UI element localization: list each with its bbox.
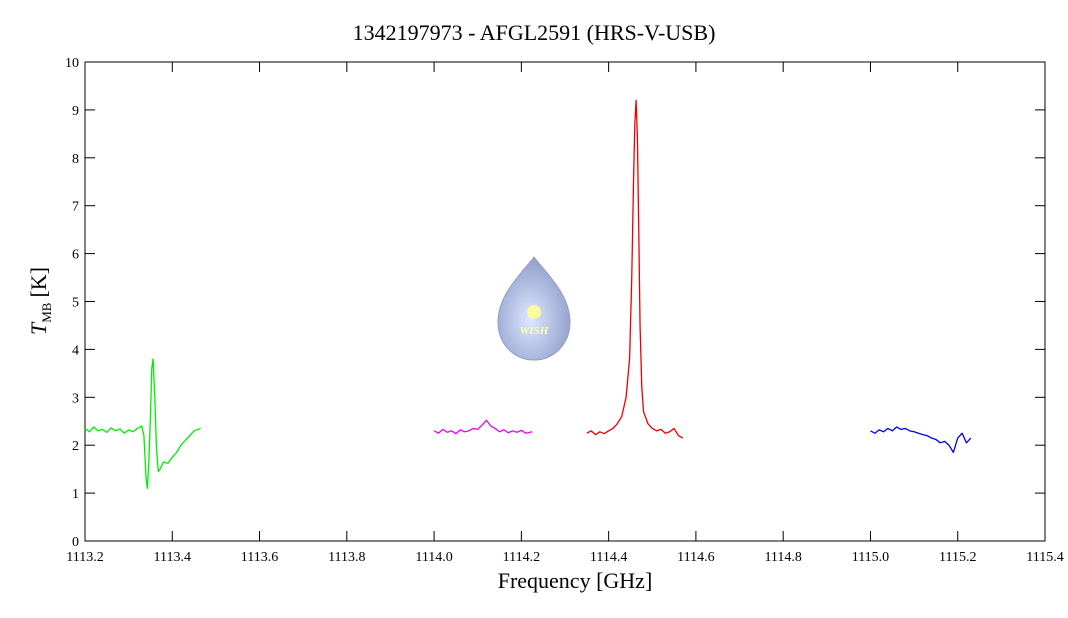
y-tick-label: 8: [72, 152, 79, 167]
y-axis-label-symbol: T: [26, 321, 51, 335]
y-tick-label: 6: [72, 248, 79, 263]
y-tick-label: 9: [72, 104, 79, 119]
x-tick-label: 1113.4: [154, 550, 191, 565]
x-axis-label: Frequency [GHz]: [498, 568, 653, 593]
y-tick-label: 10: [65, 56, 79, 71]
y-axis-label-subscript: MB: [39, 302, 54, 323]
x-tick-label: 1114.2: [503, 550, 540, 565]
y-tick-label: 1: [72, 487, 79, 502]
x-tick-label: 1113.6: [241, 550, 278, 565]
y-tick-label: 2: [72, 439, 79, 454]
y-tick-label: 5: [72, 296, 79, 311]
y-tick-label: 0: [72, 535, 79, 550]
series-line: [870, 426, 972, 454]
chart-title: 1342197973 - AFGL2591 (HRS-V-USB): [353, 20, 716, 45]
x-tick-label: 1113.2: [66, 550, 103, 565]
x-tick-label: 1114.6: [677, 550, 714, 565]
x-tick-label: 1115.2: [939, 550, 976, 565]
series-line: [433, 419, 533, 435]
x-tick-label: 1114.8: [764, 550, 801, 565]
y-axis-label: TMB [K]: [26, 267, 54, 335]
y-tick-label: 7: [72, 200, 79, 215]
x-tick-label: 1115.4: [1026, 550, 1063, 565]
y-axis-label-unit: [K]: [26, 267, 51, 298]
x-tick-label: 1115.0: [852, 550, 889, 565]
series-line: [586, 99, 684, 439]
x-tick-label: 1114.4: [590, 550, 627, 565]
y-tick-label: 4: [72, 343, 79, 358]
logo-text: WISH: [520, 325, 549, 337]
x-tick-label: 1114.0: [415, 550, 452, 565]
series-line: [84, 358, 201, 489]
logo: WISH: [497, 256, 571, 361]
x-tick-label: 1113.8: [328, 550, 365, 565]
logo-star: [527, 305, 541, 319]
y-tick-label: 3: [72, 391, 79, 406]
